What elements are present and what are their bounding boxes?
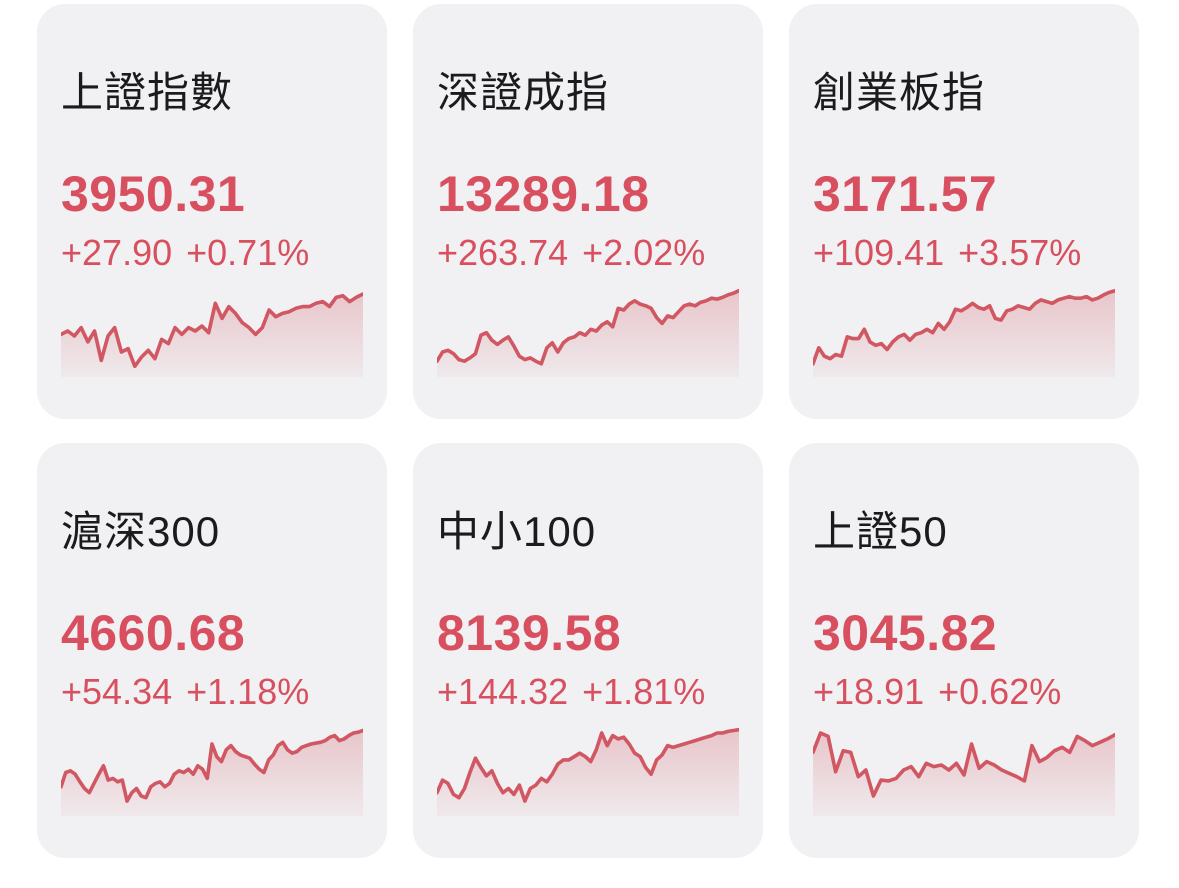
index-sparkline-chart	[437, 724, 739, 816]
index-change-percent: +1.18%	[186, 671, 310, 712]
index-change-row: +54.34 +1.18%	[61, 671, 363, 713]
index-card-shanghai-composite[interactable]: 上證指數 3950.31 +27.90 +0.71%	[37, 4, 387, 419]
index-name: 上證50	[813, 508, 948, 555]
index-change-percent: +2.02%	[582, 232, 706, 273]
index-price: 3045.82	[813, 605, 998, 661]
index-sparkline-chart	[813, 285, 1115, 377]
index-price: 3950.31	[61, 166, 246, 222]
index-change-value: +18.91	[813, 671, 925, 712]
index-change-value: +109.41	[813, 232, 945, 273]
index-price: 4660.68	[61, 605, 246, 661]
index-price: 3171.57	[813, 166, 998, 222]
index-change-row: +263.74 +2.02%	[437, 232, 739, 274]
index-change-row: +18.91 +0.62%	[813, 671, 1115, 713]
index-change-percent: +3.57%	[958, 232, 1082, 273]
index-name: 創業板指	[813, 69, 986, 116]
index-change-row: +27.90 +0.71%	[61, 232, 363, 274]
index-change-percent: +0.62%	[938, 671, 1062, 712]
index-name: 深證成指	[437, 69, 610, 116]
index-card-csi300[interactable]: 滬深300 4660.68 +54.34 +1.18%	[37, 443, 387, 858]
index-sparkline-chart	[61, 285, 363, 377]
index-card-sme100[interactable]: 中小100 8139.58 +144.32 +1.81%	[413, 443, 763, 858]
index-card-shenzhen-component[interactable]: 深證成指 13289.18 +263.74 +2.02%	[413, 4, 763, 419]
index-sparkline-chart	[437, 285, 739, 377]
index-name: 上證指數	[61, 69, 234, 116]
index-card-chinext[interactable]: 創業板指 3171.57 +109.41 +3.57%	[789, 4, 1139, 419]
index-change-row: +144.32 +1.81%	[437, 671, 739, 713]
index-change-row: +109.41 +3.57%	[813, 232, 1115, 274]
index-price: 13289.18	[437, 166, 650, 222]
index-card-grid: 上證指數 3950.31 +27.90 +0.71% 深證成指 13289.18 …	[37, 4, 1139, 858]
index-change-value: +27.90	[61, 232, 173, 273]
index-change-value: +263.74	[437, 232, 569, 273]
index-name: 中小100	[437, 508, 597, 555]
index-change-percent: +1.81%	[582, 671, 706, 712]
index-sparkline-chart	[813, 724, 1115, 816]
index-price: 8139.58	[437, 605, 622, 661]
index-name: 滬深300	[61, 508, 221, 555]
index-change-value: +144.32	[437, 671, 569, 712]
index-sparkline-chart	[61, 724, 363, 816]
index-change-percent: +0.71%	[186, 232, 310, 273]
index-change-value: +54.34	[61, 671, 173, 712]
index-card-sse50[interactable]: 上證50 3045.82 +18.91 +0.62%	[789, 443, 1139, 858]
